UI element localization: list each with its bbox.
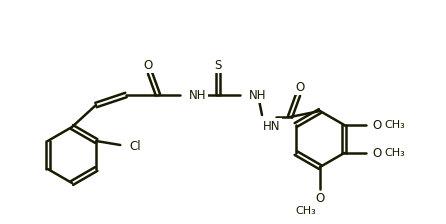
Text: O: O	[295, 80, 305, 93]
Text: Cl: Cl	[129, 140, 141, 153]
Text: O: O	[143, 58, 153, 71]
Text: O: O	[372, 146, 381, 159]
Text: CH₃: CH₃	[384, 120, 405, 130]
Text: HN: HN	[263, 119, 281, 133]
Text: CH₃: CH₃	[296, 206, 316, 216]
Text: O: O	[315, 192, 325, 205]
Text: NH: NH	[189, 88, 206, 101]
Text: S: S	[215, 58, 222, 71]
Text: O: O	[372, 118, 381, 131]
Text: CH₃: CH₃	[384, 148, 405, 158]
Text: NH: NH	[249, 88, 267, 101]
